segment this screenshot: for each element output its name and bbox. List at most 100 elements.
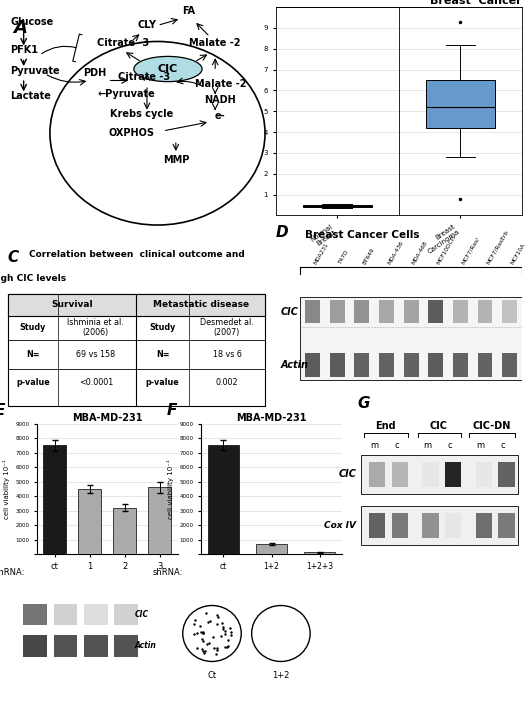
Bar [148,487,171,554]
Text: 1+2: 1+2 [272,671,289,680]
Bar [426,80,495,128]
Text: D: D [276,225,288,241]
Text: MDA-468: MDA-468 [411,240,429,265]
Text: p-value: p-value [146,378,180,387]
Text: PDH: PDH [83,68,106,78]
Text: Study: Study [20,323,46,332]
Ellipse shape [134,56,202,82]
Text: C: C [8,251,19,265]
Bar [379,353,394,376]
Text: Breast  Cancer: Breast Cancer [430,0,522,6]
Bar [23,604,47,625]
Bar [453,353,468,376]
Text: m: m [370,441,378,450]
Bar [453,300,468,323]
Bar [114,635,138,657]
Text: Glucose: Glucose [11,18,54,28]
Text: End: End [375,421,395,431]
Text: PFK1: PFK1 [11,45,39,55]
Text: Metastatic disease: Metastatic disease [153,300,249,309]
Bar [208,445,239,554]
Bar [369,513,385,538]
Text: p-value: p-value [16,378,50,387]
Text: e-: e- [215,112,226,121]
Bar [8,294,265,316]
Text: T47D: T47D [337,249,349,265]
Bar [404,353,419,376]
Text: Ishminia et al.
(2006): Ishminia et al. (2006) [67,318,124,337]
Bar [379,300,394,323]
Text: 18 vs 6: 18 vs 6 [213,349,242,359]
Text: 69 vs 158: 69 vs 158 [76,349,116,359]
Text: shRNA:: shRNA: [0,568,25,577]
Text: MCF7/Ras/: MCF7/Ras/ [461,236,480,265]
Title: MBA-MD-231: MBA-MD-231 [72,413,143,423]
Text: Krebs cycle: Krebs cycle [110,109,173,119]
Bar [476,513,492,538]
Text: A: A [13,18,27,37]
Bar [392,462,408,486]
Text: CIC: CIC [158,64,178,74]
Bar [305,353,320,376]
Text: Correlation between  clinical outcome and: Correlation between clinical outcome and [29,251,245,259]
Y-axis label: cell viability 10⁻¹: cell viability 10⁻¹ [167,459,174,519]
Bar [114,604,138,625]
Bar [369,462,385,486]
Text: CIC: CIC [280,307,298,317]
Bar [23,635,47,657]
Bar [256,544,287,554]
Text: c: c [447,441,452,450]
Text: MMP: MMP [163,155,189,165]
Text: Pyruvate: Pyruvate [11,66,60,76]
Bar [305,300,320,323]
Text: CIC-DN: CIC-DN [473,421,511,431]
Text: Actin: Actin [280,360,308,370]
Text: Desmedet al.
(2007): Desmedet al. (2007) [200,318,254,337]
Bar [392,513,408,538]
Title: MBA-MD-231: MBA-MD-231 [236,413,307,423]
Bar [361,506,518,544]
Text: CIC: CIC [338,469,356,479]
Bar [422,462,439,486]
Bar [478,353,492,376]
Ellipse shape [183,606,241,662]
Text: N=: N= [26,349,40,359]
Bar [113,508,136,554]
Bar [304,553,335,554]
Text: E: E [0,403,5,419]
Bar [355,353,369,376]
Text: MCF7/RasErb: MCF7/RasErb [485,229,509,265]
Text: BT649: BT649 [362,246,375,265]
Bar [54,604,77,625]
Text: CIC: CIC [135,610,149,618]
Bar [330,300,345,323]
Text: MCF10A: MCF10A [510,242,526,265]
Y-axis label: cell viability 10⁻¹: cell viability 10⁻¹ [3,459,10,519]
Text: CLY: CLY [137,20,156,30]
Text: m: m [476,441,484,450]
Bar [404,300,419,323]
Bar [502,300,517,323]
Text: Lactate: Lactate [11,91,51,101]
Text: Breast Cancer Cells: Breast Cancer Cells [305,230,419,241]
Text: m: m [423,441,431,450]
Text: OXPHOS: OXPHOS [108,128,154,138]
Bar [355,300,369,323]
Text: Study: Study [149,323,176,332]
Bar [498,513,515,538]
Bar [502,353,517,376]
Text: MCF10DCIS: MCF10DCIS [436,233,457,265]
Text: MDA-436: MDA-436 [386,240,404,265]
Bar [361,455,518,493]
Bar [428,300,443,323]
Bar [300,297,522,380]
Text: Citrate -3: Citrate -3 [118,73,171,83]
Bar [476,462,492,486]
Ellipse shape [252,606,310,662]
Bar [478,300,492,323]
Text: high CIC levels: high CIC levels [0,274,66,282]
Bar [78,489,101,554]
Bar [428,353,443,376]
Text: c: c [394,441,399,450]
Text: FA: FA [182,6,196,16]
